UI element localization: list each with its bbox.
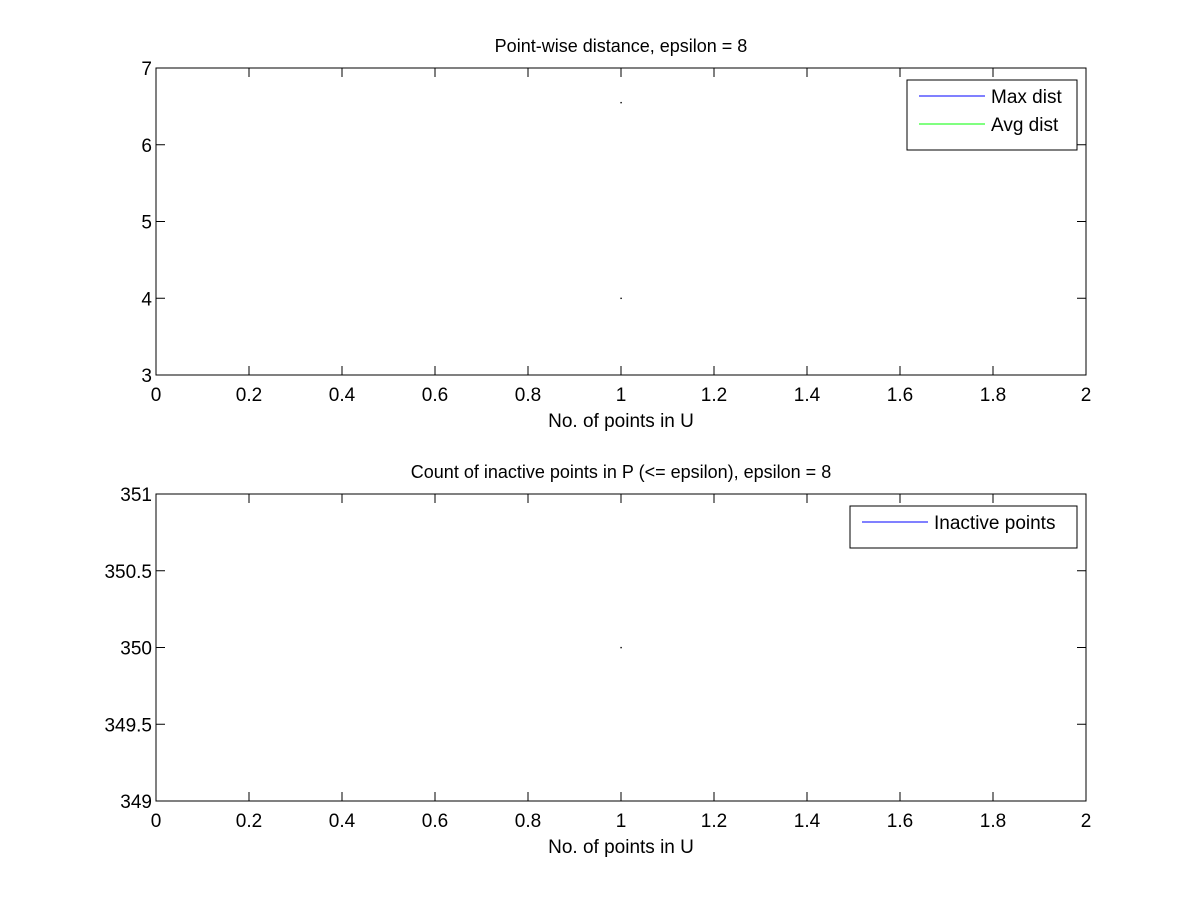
legend-box <box>906 79 1078 151</box>
legend: Max dist Avg dist <box>906 79 1078 151</box>
y-tick-label: 350.5 <box>104 562 152 583</box>
y-tick-label: 4 <box>141 289 152 310</box>
data-point-inactive-points <box>620 646 622 649</box>
x-axis-label: No. of points in U <box>548 837 694 858</box>
x-tick-label: 0.4 <box>329 385 356 406</box>
x-tick-label: 1 <box>616 811 627 832</box>
y-tick-label: 7 <box>141 59 152 80</box>
x-tick-label: 1.2 <box>701 385 727 406</box>
y-tick-label: 3 <box>141 366 152 387</box>
x-tick-label: 1.8 <box>980 385 1006 406</box>
legend: Inactive points <box>849 505 1078 549</box>
x-axis-label: No. of points in U <box>548 411 694 432</box>
y-tick-label: 349 <box>120 792 152 813</box>
data-point-max-dist <box>620 101 622 104</box>
legend-label: Max dist <box>991 87 1062 108</box>
x-tick-label: 1.6 <box>887 811 913 832</box>
data-point-avg-dist <box>620 297 622 300</box>
x-tick-label: 2 <box>1081 385 1092 406</box>
chart-panel-2: Count of inactive points in P (<= epsilo… <box>104 462 1091 858</box>
chart-panel-1: Point-wise distance, epsilon = 8 0 0.2 0.4 0… <box>141 36 1091 432</box>
x-tick-label: 0.4 <box>329 811 356 832</box>
x-tick-label: 1.6 <box>887 385 913 406</box>
chart-title: Point-wise distance, epsilon = 8 <box>495 36 748 56</box>
x-tick-label: 1.4 <box>794 811 821 832</box>
y-tick-label: 350 <box>120 639 152 660</box>
x-tick-label: 0.6 <box>422 811 448 832</box>
x-tick-label: 0.6 <box>422 385 448 406</box>
legend-label: Avg dist <box>991 115 1059 136</box>
x-tick-label: 0.2 <box>236 811 262 832</box>
y-tick-label: 6 <box>141 136 152 157</box>
x-tick-label: 2 <box>1081 811 1092 832</box>
x-tick-label: 1.4 <box>794 385 821 406</box>
y-tick-label: 5 <box>141 213 152 234</box>
x-tick-label: 0.8 <box>515 811 541 832</box>
x-tick-label: 1.8 <box>980 811 1006 832</box>
legend-label: Inactive points <box>934 513 1055 534</box>
x-tick-label: 0 <box>151 385 162 406</box>
legend-box <box>849 505 1078 549</box>
x-tick-label: 1 <box>616 385 627 406</box>
x-tick-label: 0.2 <box>236 385 262 406</box>
x-tick-label: 0 <box>151 811 162 832</box>
x-tick-label: 1.2 <box>701 811 727 832</box>
y-tick-label: 351 <box>120 485 152 506</box>
y-tick-label: 349.5 <box>104 715 152 736</box>
chart-title: Count of inactive points in P (<= epsilo… <box>411 462 831 482</box>
x-tick-label: 0.8 <box>515 385 541 406</box>
